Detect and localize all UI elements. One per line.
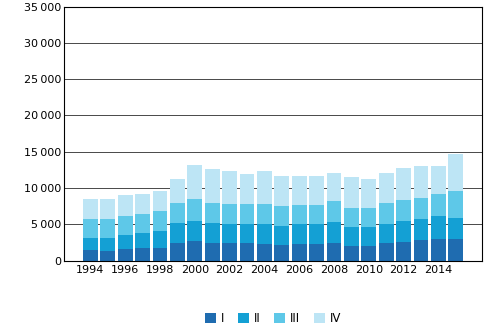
- Bar: [187, 241, 202, 261]
- Bar: [344, 227, 359, 245]
- Bar: [344, 209, 359, 227]
- Bar: [170, 223, 185, 244]
- Bar: [205, 203, 219, 223]
- Bar: [153, 191, 167, 211]
- Bar: [327, 243, 341, 261]
- Bar: [327, 201, 341, 222]
- Bar: [100, 251, 115, 261]
- Bar: [222, 224, 237, 244]
- Bar: [118, 195, 132, 216]
- Bar: [83, 238, 98, 250]
- Bar: [100, 219, 115, 238]
- Bar: [275, 245, 289, 261]
- Bar: [448, 154, 463, 191]
- Bar: [257, 244, 272, 261]
- Bar: [361, 179, 376, 209]
- Bar: [292, 205, 307, 225]
- Bar: [83, 199, 98, 219]
- Bar: [309, 225, 324, 244]
- Bar: [240, 244, 254, 261]
- Bar: [170, 203, 185, 223]
- Bar: [153, 211, 167, 231]
- Bar: [275, 206, 289, 226]
- Bar: [205, 243, 219, 261]
- Bar: [448, 239, 463, 261]
- Bar: [100, 199, 115, 219]
- Bar: [448, 218, 463, 239]
- Bar: [379, 203, 394, 224]
- Bar: [431, 194, 446, 216]
- Bar: [396, 168, 411, 200]
- Bar: [414, 166, 429, 198]
- Bar: [170, 179, 185, 203]
- Bar: [275, 176, 289, 206]
- Bar: [379, 173, 394, 203]
- Bar: [187, 199, 202, 221]
- Bar: [83, 219, 98, 238]
- Bar: [448, 191, 463, 218]
- Bar: [222, 244, 237, 261]
- Bar: [379, 224, 394, 244]
- Bar: [257, 171, 272, 204]
- Bar: [135, 233, 150, 248]
- Bar: [396, 200, 411, 221]
- Bar: [100, 238, 115, 251]
- Bar: [187, 221, 202, 241]
- Bar: [170, 244, 185, 261]
- Bar: [414, 198, 429, 219]
- Bar: [275, 226, 289, 245]
- Bar: [153, 231, 167, 248]
- Bar: [135, 214, 150, 233]
- Bar: [292, 244, 307, 261]
- Bar: [431, 216, 446, 239]
- Bar: [431, 166, 446, 194]
- Bar: [240, 174, 254, 204]
- Bar: [309, 176, 324, 205]
- Bar: [257, 204, 272, 225]
- Bar: [118, 216, 132, 235]
- Bar: [205, 169, 219, 203]
- Bar: [118, 249, 132, 261]
- Bar: [83, 250, 98, 261]
- Bar: [396, 242, 411, 261]
- Bar: [361, 209, 376, 227]
- Bar: [135, 194, 150, 214]
- Bar: [292, 225, 307, 244]
- Bar: [257, 225, 272, 244]
- Bar: [414, 241, 429, 261]
- Bar: [118, 235, 132, 249]
- Legend: I, II, III, IV: I, II, III, IV: [201, 307, 345, 326]
- Bar: [396, 221, 411, 242]
- Bar: [379, 244, 394, 261]
- Bar: [309, 244, 324, 261]
- Bar: [344, 245, 359, 261]
- Bar: [222, 204, 237, 224]
- Bar: [222, 171, 237, 204]
- Bar: [240, 204, 254, 224]
- Bar: [240, 224, 254, 244]
- Bar: [327, 173, 341, 201]
- Bar: [327, 222, 341, 243]
- Bar: [344, 176, 359, 209]
- Bar: [205, 223, 219, 243]
- Bar: [361, 227, 376, 245]
- Bar: [153, 248, 167, 261]
- Bar: [135, 248, 150, 261]
- Bar: [361, 245, 376, 261]
- Bar: [431, 239, 446, 261]
- Bar: [187, 165, 202, 199]
- Bar: [309, 205, 324, 225]
- Bar: [414, 219, 429, 241]
- Bar: [292, 176, 307, 205]
